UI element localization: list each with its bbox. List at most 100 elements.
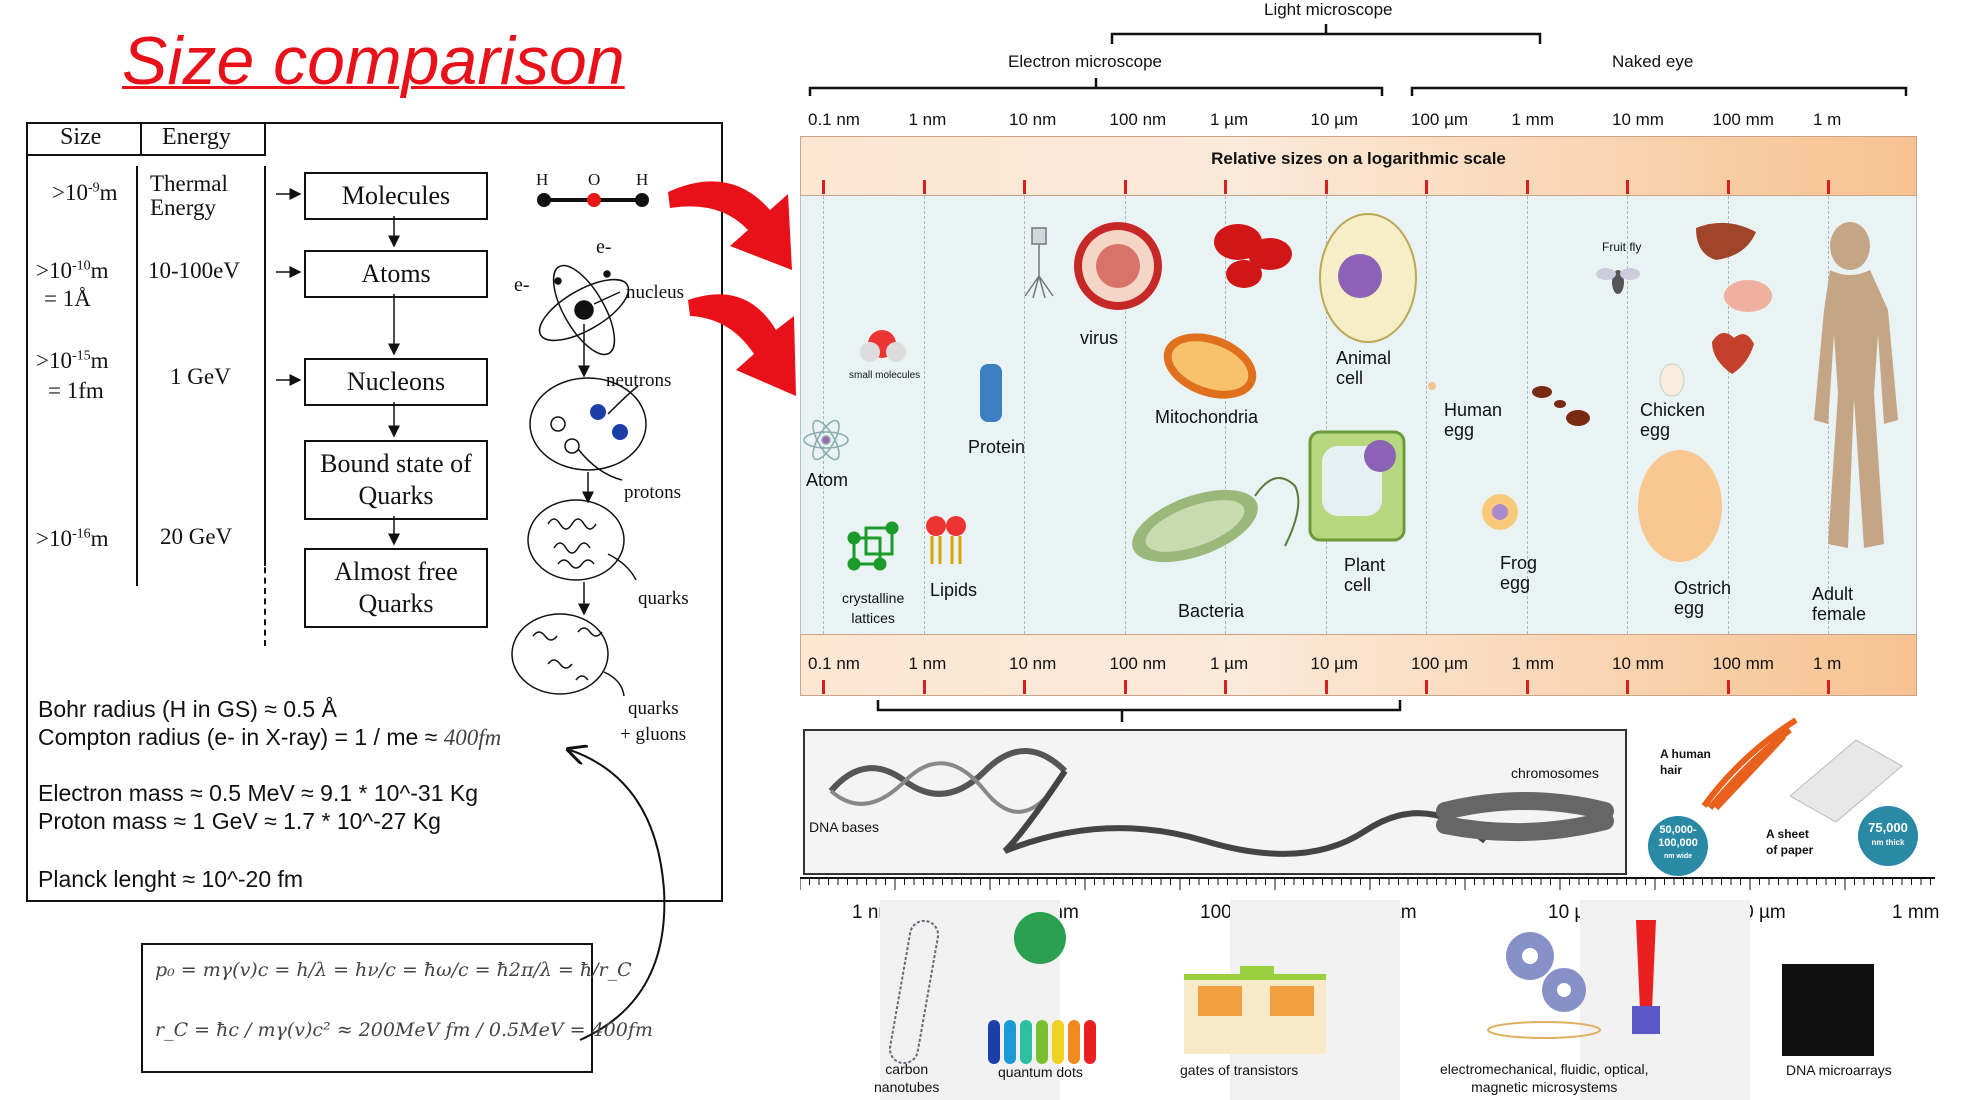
top-tick-label: 10 mm [1612, 110, 1664, 129]
frog-egg-icon [1482, 494, 1518, 530]
scale-tick-mark [1525, 180, 1529, 194]
quarks-gluons-label-1: quarks [628, 698, 679, 719]
ostrich-egg-icon [1638, 450, 1722, 562]
lipids-icon [926, 516, 966, 564]
label-mitochondria: Mitochondria [1155, 407, 1259, 427]
scale-tick-mark [1123, 180, 1127, 194]
label-frog-egg: Frog egg [1500, 553, 1538, 593]
electron-label-1: e- [596, 236, 612, 258]
scale-tick-mark [1023, 180, 1026, 194]
scale-bar-bottom [800, 634, 1917, 696]
label-dna-microarrays: DNA microarrays [1786, 1062, 1892, 1078]
liver-icon [1696, 222, 1756, 260]
label-animal-cell: Animal cell [1336, 348, 1392, 388]
bottom-scale-tick-label: 10 nm [1009, 654, 1057, 673]
scale-grid-line [1727, 196, 1729, 634]
scale-tick-mark [1425, 680, 1428, 694]
electron-label-2: e- [514, 274, 530, 296]
red-blood-cells-icon [1214, 224, 1292, 288]
scale-grid-line [1124, 196, 1126, 634]
label-small-molecules: small molecules [849, 370, 921, 381]
bottom-items-svg [888, 912, 1874, 1065]
label-human-egg: Human egg [1444, 400, 1503, 440]
heart-icon [1712, 332, 1754, 374]
virus-icon [1074, 222, 1162, 310]
bottom-scale-tick-label: 1 m [1813, 654, 1842, 673]
label-human-hair: A human hair [1660, 747, 1711, 777]
scale-grid-line [923, 196, 925, 634]
bound-quarks-icon [527, 499, 637, 616]
scale-tick-mark [1726, 680, 1730, 694]
label-sheet-paper: A sheet of paper [1766, 827, 1814, 857]
box-free-quarks: Almost free Quarks [304, 548, 488, 628]
note-electron-mass: Electron mass ≈ 0.5 MeV ≈ 9.1 * 10^-31 K… [38, 780, 479, 806]
bottom-scale-tick-label: 0.1 nm [808, 654, 860, 673]
top-tick-label: 100 nm [1109, 110, 1167, 129]
scale-bar-top: Relative sizes on a logarithmic scale [800, 136, 1917, 196]
organisms-svg [803, 213, 1898, 571]
page-title: Size comparison [122, 23, 625, 99]
bottom-ruler [800, 877, 1935, 890]
microscope-brackets [808, 24, 1908, 96]
label-ostrich-egg: Ostrich egg [1674, 578, 1732, 618]
note-proton-mass: Proton mass ≈ 1 GeV ≈ 1.7 * 10^-27 Kg [38, 808, 441, 834]
adult-female-icon [1814, 222, 1898, 548]
energy-ev: 10-100eV [148, 258, 240, 283]
scale-tick-mark [1827, 680, 1830, 694]
carbon-nanotube-icon [888, 919, 940, 1065]
bottom-scale-tick-label: 1 µm [1210, 654, 1249, 673]
water-o: O [588, 170, 601, 189]
laser-icon [1632, 920, 1660, 1034]
naked-eye-label: Naked eye [1612, 52, 1694, 71]
protons-label: protons [624, 482, 681, 503]
scale-grid-line [1627, 196, 1628, 634]
mitochondria-icon [1163, 333, 1257, 399]
red-arrows [668, 181, 796, 396]
human-egg-icon [1428, 382, 1436, 390]
gears-icon [1487, 932, 1601, 1039]
box-molecules: Molecules [304, 172, 488, 220]
label-chicken-egg: Chicken egg [1640, 400, 1706, 440]
label-dna-bases: DNA bases [809, 819, 880, 835]
scale-grid-line [823, 196, 824, 634]
box-atoms: Atoms [304, 250, 488, 298]
scale-tick-mark [1324, 680, 1328, 694]
label-crystalline: crystalline lattices [842, 590, 905, 626]
paper-thickness-badge: 75,000 nm thick [1858, 806, 1918, 866]
energy-thermal: Thermal Energy [150, 171, 228, 220]
brain-icon [1724, 280, 1772, 312]
electron-microscope-label: Electron microscope [1008, 52, 1163, 71]
scale-tick-mark [1224, 680, 1227, 694]
size-row-3: >10-15m [36, 348, 109, 373]
top-tick-label: 1 mm [1511, 110, 1555, 129]
hair-icon [1701, 717, 1798, 811]
label-fruit-fly: Fruit fly [1602, 240, 1642, 254]
size-row-1: >10-9m [52, 180, 118, 205]
transistor-gates-icon [1184, 966, 1326, 1054]
scale-tick-mark [1123, 680, 1127, 694]
top-tick-label: 1 m [1813, 110, 1842, 129]
dna-svg [828, 748, 1614, 857]
ant-icon [1532, 386, 1590, 426]
label-protein: Protein [968, 437, 1026, 457]
compton-value: 400fm [443, 725, 502, 750]
scale-grid-line [1225, 196, 1226, 634]
top-tick-label: 100 mm [1712, 110, 1774, 129]
phage-icon [1024, 227, 1054, 299]
dna-microarray-icon [1782, 964, 1874, 1056]
bottom-scale-tick-label: 1 mm [1511, 654, 1555, 673]
label-bacteria: Bacteria [1178, 601, 1245, 621]
formula-line-1: p₀ = mγ(v)c = h/λ = hν/c = ħω/c = ħ2π/λ … [155, 959, 632, 981]
header-size: Size [60, 124, 102, 150]
top-tick-label: 0.1 nm [808, 110, 860, 129]
label-mems: electromechanical, fluidic, optical, magn… [1440, 1061, 1649, 1095]
label-chromosomes: chromosomes [1511, 765, 1599, 781]
free-quarks-icon [511, 613, 625, 697]
scale-tick-mark [922, 180, 926, 194]
label-gates: gates of transistors [1180, 1062, 1299, 1078]
scale-tick-mark [1324, 180, 1328, 194]
top-tick-label: 1 nm [908, 110, 947, 129]
quarks-gluons-label-2: + gluons [620, 724, 687, 745]
top-tick-label: 100 µm [1411, 110, 1469, 129]
dna-chromosome-panel: DNA bases chromosomes [803, 729, 1627, 875]
